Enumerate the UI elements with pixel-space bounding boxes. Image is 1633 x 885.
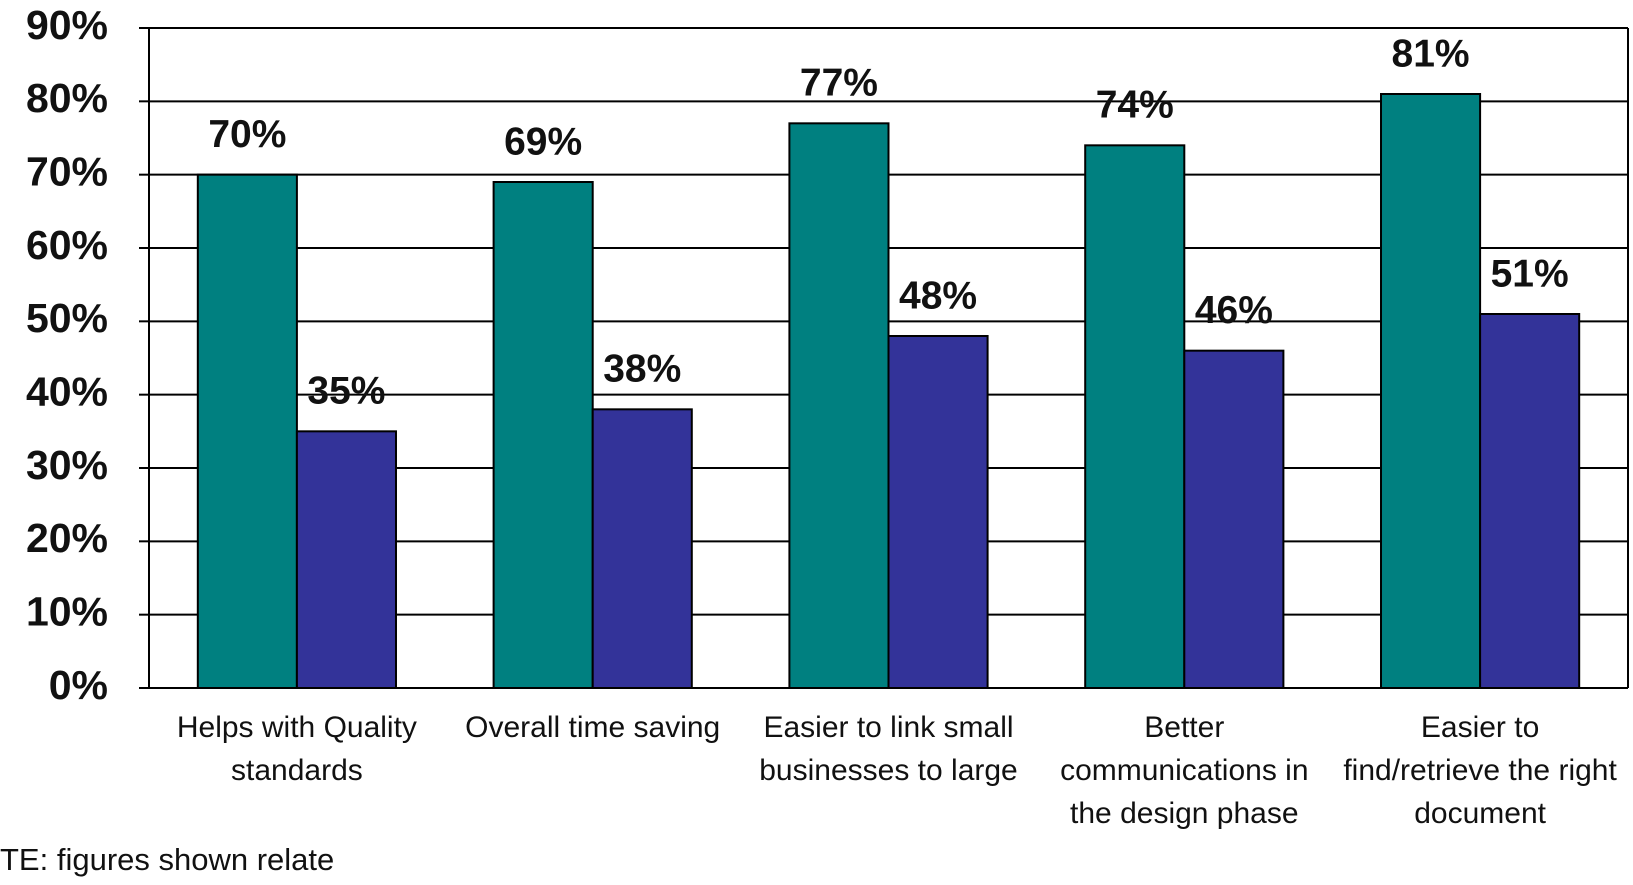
data-label: 69% — [504, 120, 582, 163]
bar — [1183, 349, 1285, 689]
x-tick-label: Helps with Quality standards — [176, 711, 417, 787]
y-tick-label: 70% — [26, 148, 108, 194]
y-tick-label: 10% — [26, 588, 108, 634]
y-tick-label: 60% — [26, 222, 108, 268]
y-tick-label: 30% — [26, 442, 108, 488]
x-tick-label: Overall time saving — [465, 711, 721, 744]
bar — [1479, 313, 1581, 689]
y-tick-label: 80% — [26, 75, 108, 121]
bar — [1380, 93, 1482, 689]
x-tick-label: Better communications in the design phas… — [1060, 711, 1309, 830]
data-label: 81% — [1392, 32, 1470, 75]
bar — [295, 430, 397, 689]
y-tick-label: 50% — [26, 295, 108, 341]
data-label: 35% — [307, 370, 385, 413]
x-tick-label: Easier to find/retrieve the right docume… — [1343, 711, 1617, 830]
y-tick-label: 20% — [26, 515, 108, 561]
bar — [196, 173, 298, 689]
y-tick-label: 0% — [49, 662, 108, 708]
y-tick-label: 90% — [26, 2, 108, 48]
bar — [1084, 144, 1186, 690]
data-label: 48% — [899, 274, 977, 317]
data-label: 77% — [800, 62, 878, 105]
data-label: 51% — [1491, 252, 1569, 295]
note: TE: figures shown relate — [0, 842, 335, 877]
bar — [887, 335, 989, 689]
x-tick-label: Easier to link small businesses to large — [759, 711, 1018, 787]
bar — [591, 408, 693, 689]
y-tick-label: 40% — [26, 368, 108, 414]
data-label: 38% — [603, 348, 681, 391]
data-label: 74% — [1096, 84, 1174, 127]
bar — [492, 181, 594, 689]
data-label: 70% — [208, 113, 286, 156]
data-label: 46% — [1195, 289, 1273, 332]
bar — [788, 122, 890, 690]
